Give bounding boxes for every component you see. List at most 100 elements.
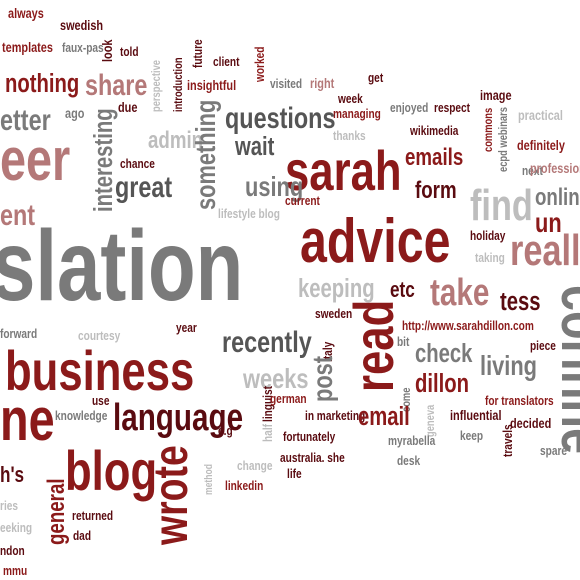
word: using (245, 171, 303, 202)
word: desk (397, 454, 421, 468)
word: ago (65, 106, 85, 122)
word: ndon (0, 544, 25, 558)
word: etter (0, 103, 51, 136)
word: fortunately (283, 430, 336, 444)
word: onlin (535, 184, 580, 211)
word: wikimedia (409, 124, 459, 138)
word: decided (510, 416, 551, 432)
word: faux-pas (62, 41, 104, 55)
word: ries (0, 499, 18, 513)
word: holiday (470, 229, 506, 243)
word: linkedin (225, 479, 263, 493)
word: managing (333, 107, 381, 121)
word: find (470, 181, 533, 230)
word: corinne (549, 285, 580, 454)
word: ne (0, 386, 55, 453)
word: travels (501, 424, 515, 457)
word: tess (500, 287, 541, 316)
word: e.g (218, 424, 233, 438)
word: general (43, 478, 70, 545)
word: dillon (415, 369, 469, 398)
word: visited (270, 77, 302, 91)
word: practical (518, 108, 563, 124)
word: email (358, 402, 410, 431)
word: weeks (242, 363, 308, 394)
word: recently (222, 325, 312, 358)
word: insightful (187, 78, 236, 94)
word: myrabella (388, 434, 436, 448)
word: client (213, 55, 240, 69)
word: sweden (315, 307, 352, 321)
word: dad (73, 529, 91, 543)
word: profession (530, 161, 580, 177)
word: thanks (333, 129, 366, 143)
word: templates (2, 40, 53, 56)
word: introduction (172, 57, 185, 112)
word: bit (397, 335, 409, 349)
word: current (285, 194, 320, 208)
word: something (190, 100, 221, 210)
word: forward (0, 327, 37, 341)
word: check (415, 339, 472, 368)
word: read (343, 300, 405, 392)
word: take (430, 272, 489, 314)
word: nothing (5, 69, 79, 98)
word: keep (460, 429, 483, 443)
word: form (415, 177, 457, 204)
word: next (522, 164, 543, 178)
word: piece (530, 339, 556, 353)
word: language (113, 397, 243, 439)
word: chance (120, 157, 155, 171)
word: great (115, 170, 172, 203)
word: linguist (261, 386, 275, 422)
word: mmu (3, 564, 27, 578)
word: use (92, 394, 110, 408)
word: knowledge (55, 409, 108, 423)
word: share (85, 68, 147, 101)
word: perspective (150, 60, 163, 112)
word: admin (148, 127, 203, 154)
word: come (400, 388, 413, 412)
word: right (310, 76, 335, 92)
word: swedish (60, 18, 103, 34)
word: wait (234, 132, 274, 161)
word: reall (510, 226, 580, 275)
word: always (8, 6, 44, 22)
word: definitely (517, 138, 565, 154)
word: geneva (424, 404, 437, 437)
word: ecpd webinars (497, 107, 510, 172)
word: taking (475, 251, 505, 265)
word: half (261, 424, 275, 442)
word: australia. she (280, 451, 345, 465)
word: german (270, 392, 307, 406)
word: questions (225, 101, 335, 134)
word: http://www.sarahdillon.com (402, 319, 534, 333)
word: business (5, 340, 194, 402)
word: keeping (298, 274, 375, 303)
word: advice (300, 206, 451, 275)
word: blog (65, 440, 157, 502)
word: interesting (89, 108, 118, 212)
word: un (535, 207, 562, 238)
word: enjoyed (390, 101, 428, 115)
word: italy (321, 341, 335, 362)
word: get (368, 71, 383, 85)
word: eeking (0, 521, 32, 535)
word: eer (0, 126, 70, 193)
word: h's (0, 463, 24, 488)
word: for translators (485, 394, 554, 408)
word: method (203, 464, 215, 495)
word: ent (0, 198, 35, 231)
word: look (100, 40, 116, 62)
word: worked (253, 47, 267, 83)
word: change (237, 459, 273, 473)
word: returned (72, 509, 113, 523)
word: image (480, 88, 512, 104)
word: courtesy (78, 329, 121, 343)
word: week (337, 92, 363, 106)
word: living (480, 350, 537, 381)
word: future (191, 39, 205, 68)
word: in marketing (305, 409, 365, 423)
word: due (118, 100, 137, 116)
